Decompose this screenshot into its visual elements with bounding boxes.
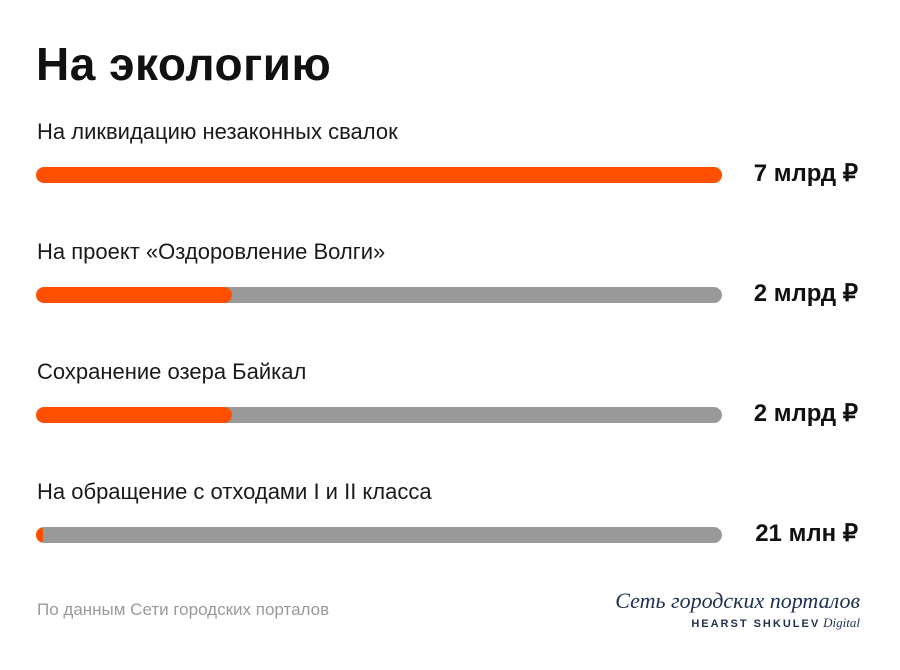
chart-title: На экологию [36, 38, 332, 90]
logo-brand: HEARST SHKULEV [691, 618, 821, 630]
bar-track [36, 167, 722, 183]
bar-track [36, 287, 722, 303]
bar-row: На ликвидацию незаконных свалок 7 млрд ₽ [0, 119, 900, 209]
bar-value-label: 7 млрд ₽ [753, 160, 858, 187]
bar-category-label: На ликвидацию незаконных свалок [37, 119, 398, 144]
bar-fill [36, 167, 722, 183]
publisher-logo: Сеть городских порталов HEARST SHKULEV Di… [615, 588, 860, 631]
bar-fill [36, 407, 232, 423]
source-note: По данным Сети городских порталов [37, 600, 330, 619]
logo-digital: Digital [823, 615, 860, 630]
bar-row: Сохранение озера Байкал 2 млрд ₽ [0, 359, 900, 449]
bar-value-label: 2 млрд ₽ [753, 400, 858, 427]
logo-wordmark: Сеть городских порталов [615, 588, 860, 613]
bar-value-label: 21 млн ₽ [755, 520, 858, 547]
bar-track [36, 527, 722, 543]
bar-row: На обращение с отходами I и II класса 21… [0, 479, 900, 569]
logo-subline: HEARST SHKULEV Digital [615, 616, 860, 631]
bar-value-label: 2 млрд ₽ [753, 280, 858, 307]
bar-track [36, 407, 722, 423]
bar-category-label: Сохранение озера Байкал [37, 359, 307, 384]
bar-category-label: На проект «Оздоровление Волги» [37, 239, 386, 264]
bar-row: На проект «Оздоровление Волги» 2 млрд ₽ [0, 239, 900, 329]
bar-category-label: На обращение с отходами I и II класса [37, 479, 432, 504]
bar-fill [36, 527, 43, 543]
bar-fill [36, 287, 232, 303]
